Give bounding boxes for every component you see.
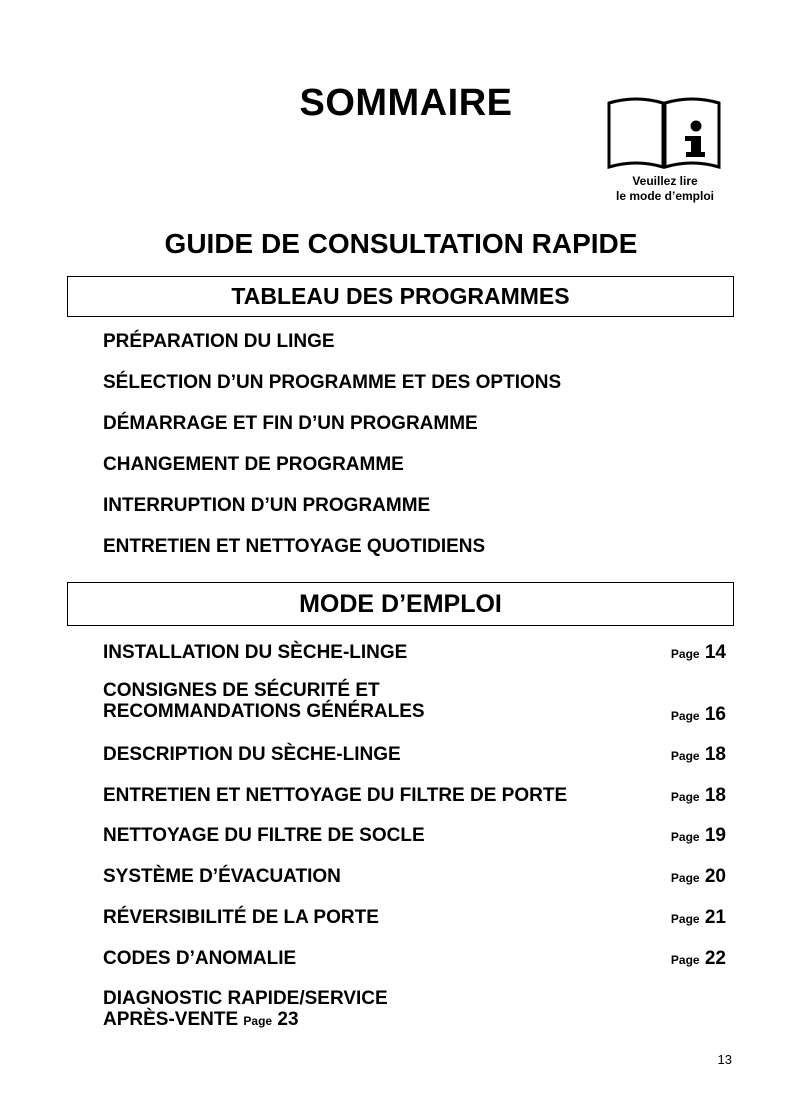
page-ref-number: 21 (704, 907, 726, 928)
page-label: Page (670, 790, 700, 804)
toc-item-label-line-2: APRÈS-VENTE Page 23 (103, 1009, 388, 1032)
page-ref: Page 20 (671, 866, 726, 889)
page-ref-number: 20 (704, 866, 726, 887)
read-manual-info-icon (607, 97, 721, 169)
toc-item-label: DIAGNOSTIC RAPIDE/SERVICE (103, 988, 388, 1009)
toc-item: DIAGNOSTIC RAPIDE/SERVICE APRÈS-VENTE Pag… (103, 988, 388, 1032)
page-label: Page (670, 647, 700, 661)
toc-item-label: DESCRIPTION DU SÈCHE-LINGE (103, 744, 401, 765)
toc-item: ENTRETIEN ET NETTOYAGE DU FILTRE DE PORT… (103, 785, 567, 806)
page-ref: Page 22 (671, 948, 726, 971)
page-ref-number: 16 (704, 704, 726, 725)
page-ref: Page 16 (671, 704, 726, 727)
page-label: Page (670, 709, 700, 723)
notice-line-2: le mode d’emploi (615, 189, 714, 203)
toc-item: ENTRETIEN ET NETTOYAGE QUOTIDIENS (103, 536, 486, 557)
toc-item: DESCRIPTION DU SÈCHE-LINGE (103, 744, 401, 765)
notice-caption: Veuillez lire le mode d’emploi (600, 174, 730, 204)
page-ref: Page 18 (671, 744, 726, 767)
page-label: Page (670, 749, 700, 763)
toc-item: SÉLECTION D’UN PROGRAMME ET DES OPTIONS (103, 372, 562, 393)
page-title: SOMMAIRE (299, 82, 513, 124)
page-ref-number: 14 (704, 642, 726, 663)
page-ref: Page 21 (671, 907, 726, 930)
page-ref: Page 14 (671, 642, 726, 665)
page-label: Page (670, 871, 700, 885)
toc-item: CONSIGNES DE SÉCURITÉ ET RECOMMANDATIONS … (103, 680, 425, 722)
toc-item-label: SYSTÈME D’ÉVACUATION (103, 866, 341, 887)
toc-item: CODES D’ANOMALIE (103, 948, 296, 969)
toc-item: INSTALLATION DU SÈCHE-LINGE (103, 642, 407, 663)
toc-item: NETTOYAGE DU FILTRE DE SOCLE (103, 825, 425, 846)
page-ref-number: 18 (704, 785, 726, 806)
toc-item-label: NETTOYAGE DU FILTRE DE SOCLE (103, 825, 425, 846)
toc-item-label-line-2: RECOMMANDATIONS GÉNÉRALES (103, 701, 425, 722)
page-label: Page (670, 830, 700, 844)
page-ref-number: 22 (704, 948, 726, 969)
toc-item: DÉMARRAGE ET FIN D’UN PROGRAMME (103, 413, 478, 434)
section-heading-programmes: TABLEAU DES PROGRAMMES (67, 276, 734, 317)
guide-title: GUIDE DE CONSULTATION RAPIDE (164, 228, 638, 259)
toc-item-label: ENTRETIEN ET NETTOYAGE DU FILTRE DE PORT… (103, 785, 568, 806)
page-ref: Page 18 (671, 785, 726, 808)
page-label: Page (243, 1014, 273, 1028)
toc-item-label: RÉVERSIBILITÉ DE LA PORTE (103, 907, 379, 928)
toc-item: INTERRUPTION D’UN PROGRAMME (103, 495, 431, 516)
toc-item-label: CODES D’ANOMALIE (103, 948, 297, 969)
toc-item: SYSTÈME D’ÉVACUATION (103, 866, 341, 887)
page-label: Page (670, 953, 700, 967)
page-ref-number: 18 (704, 744, 726, 765)
toc-item-label-text: APRÈS-VENTE (103, 1009, 239, 1030)
toc-item-label: INSTALLATION DU SÈCHE-LINGE (103, 642, 408, 663)
toc-item-label: CONSIGNES DE SÉCURITÉ ET (103, 680, 380, 701)
page-label: Page (670, 912, 700, 926)
section-heading-mode-emploi: MODE D’EMPLOI (67, 582, 734, 626)
notice-line-1: Veuillez lire (632, 174, 698, 188)
toc-item: RÉVERSIBILITÉ DE LA PORTE (103, 907, 379, 928)
page-ref: Page 19 (671, 825, 726, 848)
page-number: 13 (717, 1052, 732, 1067)
toc-item: CHANGEMENT DE PROGRAMME (103, 454, 404, 475)
toc-item-label-text: RECOMMANDATIONS GÉNÉRALES (103, 701, 425, 722)
page-ref-number: 19 (704, 825, 726, 846)
toc-item: PRÉPARATION DU LINGE (103, 331, 335, 352)
page-ref: 23 (277, 1009, 299, 1030)
